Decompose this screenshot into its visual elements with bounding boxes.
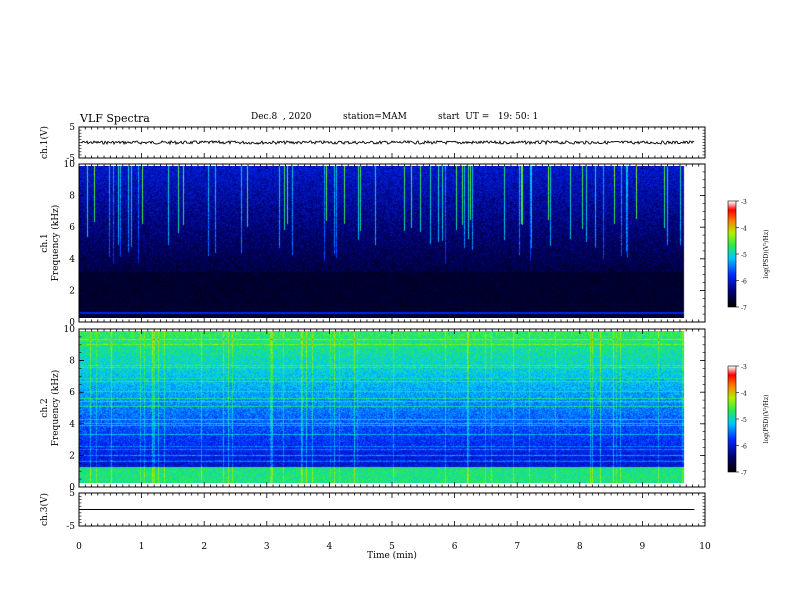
- spec-ylabel: Frequency (kHz): [50, 205, 61, 282]
- y-tick-label: 4: [69, 255, 75, 265]
- chart-title: VLF Spectra: [80, 112, 150, 125]
- axis-ticks: [78, 126, 739, 527]
- spec-ylabel: Frequency (kHz): [50, 370, 61, 447]
- x-tick-label: 10: [699, 542, 711, 552]
- x-tick-label: 7: [514, 542, 520, 552]
- colorbar-tick-label: -4: [741, 391, 747, 398]
- y-tick-label: 5: [69, 123, 75, 133]
- y-tick-label: 8: [69, 357, 75, 367]
- colorbar-tick-label: -5: [741, 252, 747, 259]
- ch2-colorbar: [728, 366, 736, 472]
- panel-frames: [78, 126, 737, 527]
- x-tick-label: 1: [139, 542, 145, 552]
- x-tick-label: 6: [452, 542, 458, 552]
- colorbar-frame: [727, 365, 737, 473]
- y-tick-label: -5: [66, 154, 75, 164]
- colorbar-frame: [727, 200, 737, 308]
- y-tick-label: 8: [69, 192, 75, 202]
- ch1-ylabel: ch.1(V): [39, 126, 50, 159]
- y-tick-label: 2: [69, 451, 75, 461]
- date-label: Dec.8 , 2020: [251, 112, 312, 122]
- station-label: station=MAM: [343, 112, 407, 122]
- ch1-trace: [80, 139, 695, 146]
- colorbar-tick-label: -7: [741, 305, 747, 312]
- ch2-spec-frame: [78, 328, 706, 488]
- colorbar-tick-label: -6: [741, 444, 747, 451]
- start-time-label: start UT = 19: 50: 1: [438, 112, 539, 122]
- x-tick-label: 4: [327, 542, 333, 552]
- x-tick-label: 9: [640, 542, 646, 552]
- y-tick-label: 0: [69, 483, 75, 493]
- colorbar-tick-label: -7: [741, 470, 747, 477]
- x-tick-label: 8: [577, 542, 583, 552]
- ch2-spectrogram: [79, 331, 693, 483]
- colorbar-label: log(PSD)(V²/Hz): [763, 230, 770, 279]
- y-tick-label: 6: [69, 223, 75, 233]
- y-tick-label: 10: [64, 160, 76, 170]
- y-tick-label: 10: [64, 325, 76, 335]
- ch1-spectrogram: [79, 166, 693, 318]
- colorbar-tick-label: -6: [741, 279, 747, 286]
- ch1-spec-frame: [78, 163, 706, 323]
- x-axis-label: Time (min): [367, 550, 417, 561]
- waveform-traces: [79, 139, 695, 510]
- y-tick-label: 2: [69, 286, 75, 296]
- colorbar-tick-label: -5: [741, 417, 747, 424]
- colorbar-tick-label: -4: [741, 226, 747, 233]
- colorbar-tick-label: -3: [741, 364, 747, 371]
- colorbar-label: log(PSD)(V²/Hz): [763, 395, 770, 444]
- y-tick-label: 6: [69, 388, 75, 398]
- ch1-colorbar: [728, 201, 736, 307]
- ch3-ylabel: ch.3(V): [39, 493, 50, 526]
- x-tick-label: 3: [264, 542, 270, 552]
- y-tick-label: 5: [69, 489, 75, 499]
- y-tick-label: 4: [69, 420, 75, 430]
- spec-channel-label: ch.2: [40, 398, 50, 417]
- colorbar-tick-label: -3: [741, 199, 747, 206]
- x-tick-label: 5: [389, 542, 395, 552]
- x-tick-label: 2: [201, 542, 207, 552]
- y-tick-label: -5: [66, 522, 75, 532]
- spec-channel-label: ch.1: [40, 233, 50, 252]
- x-tick-label: 0: [76, 542, 82, 552]
- y-tick-label: 0: [69, 318, 75, 328]
